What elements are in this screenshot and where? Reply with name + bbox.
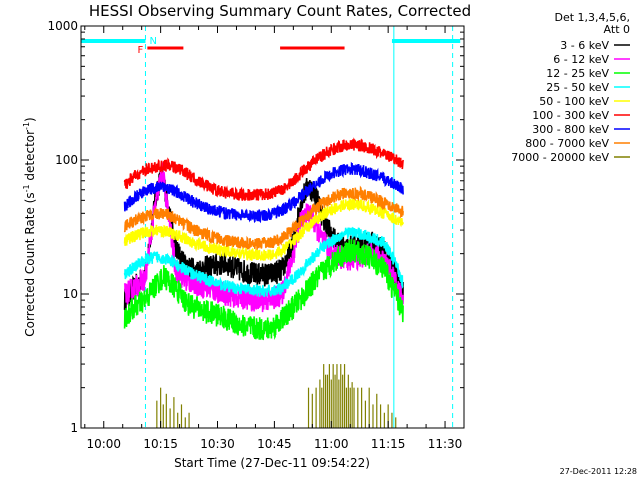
- legend-label: 7000 - 20000 keV: [511, 151, 609, 164]
- generation-timestamp: 27-Dec-2011 12:28: [560, 467, 637, 476]
- x-tick-label: 10:45: [257, 437, 292, 451]
- legend-label: 300 - 800 keV: [532, 123, 609, 136]
- legend-label: 100 - 300 keV: [532, 109, 609, 122]
- night-flag-label: N: [149, 36, 156, 47]
- series-line-800-7000-kev: [123, 185, 404, 250]
- flag-layer: FN: [81, 36, 461, 56]
- y-axis: 1000 100 10 1: [47, 19, 464, 435]
- x-tick-label: 10:00: [86, 437, 121, 451]
- legend-label: 800 - 7000 keV: [525, 137, 609, 150]
- y-tick-label: 1000: [47, 19, 78, 33]
- series-line-12-25-kev: [123, 239, 404, 341]
- series-line-100-300-kev: [123, 137, 404, 201]
- x-tick-label: 11:00: [314, 437, 349, 451]
- series-layer: [123, 137, 404, 428]
- plot-frame: [80, 25, 465, 429]
- y-axis-label: Corrected Count Rate (s-1 detector-1): [22, 117, 37, 336]
- series-line-50-100-kev: [123, 198, 404, 261]
- x-axis: 10:00 10:15 10:30 10:45 11:00 11:15 11:30: [84, 26, 465, 451]
- legend-header-detectors: Det 1,3,4,5,6,: [554, 11, 630, 24]
- legend-label: 6 - 12 keV: [553, 53, 609, 66]
- x-axis-label: Start Time (27-Dec-11 09:54:22): [174, 456, 370, 470]
- series-line-25-50-kev: [123, 226, 404, 297]
- legend-label: 25 - 50 keV: [546, 81, 609, 94]
- legend-label: 50 - 100 keV: [539, 95, 609, 108]
- y-tick-label: 10: [63, 287, 78, 301]
- x-tick-label: 11:30: [428, 437, 463, 451]
- x-tick-label: 11:15: [371, 437, 406, 451]
- legend-header-attenuator: Att 0: [604, 23, 630, 36]
- x-tick-label: 10:15: [143, 437, 178, 451]
- y-tick-label: 100: [55, 153, 78, 167]
- legend-label: 3 - 6 keV: [560, 39, 609, 52]
- x-tick-label: 10:30: [200, 437, 235, 451]
- chart-title: HESSI Observing Summary Count Rates, Cor…: [89, 2, 471, 20]
- flare-flag-label: F: [137, 45, 143, 56]
- y-tick-label: 1: [70, 421, 78, 435]
- legend-label: 12 - 25 keV: [546, 67, 609, 80]
- series-line-300-800-kev: [123, 161, 404, 224]
